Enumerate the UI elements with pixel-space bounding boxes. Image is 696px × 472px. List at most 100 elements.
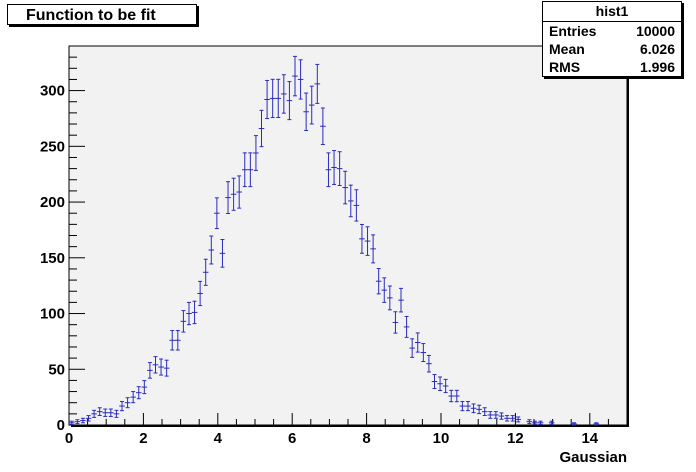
data-point bbox=[515, 416, 521, 423]
data-point bbox=[414, 332, 421, 353]
data-point bbox=[163, 359, 170, 377]
data-point bbox=[124, 397, 131, 409]
data-point bbox=[548, 420, 555, 425]
data-point bbox=[197, 280, 203, 307]
data-point bbox=[119, 400, 125, 412]
data-point bbox=[481, 407, 488, 416]
data-point bbox=[258, 109, 265, 148]
data-point bbox=[348, 184, 354, 218]
x-tick-label: 0 bbox=[65, 430, 73, 447]
data-point bbox=[202, 258, 209, 286]
y-tick-label: 300 bbox=[40, 83, 65, 100]
data-point bbox=[147, 362, 153, 379]
data-point bbox=[437, 376, 443, 392]
x-tick-label: 8 bbox=[362, 430, 370, 447]
stats-value: 1.996 bbox=[639, 59, 675, 75]
data-point bbox=[398, 287, 404, 313]
data-point bbox=[465, 400, 471, 412]
data-point bbox=[141, 380, 148, 395]
data-point bbox=[102, 408, 109, 417]
data-point bbox=[470, 403, 477, 414]
stats-row-mean: Mean 6.026 bbox=[543, 40, 681, 58]
data-point bbox=[247, 152, 254, 188]
data-point bbox=[420, 343, 427, 363]
data-point bbox=[336, 151, 343, 187]
data-point bbox=[498, 412, 505, 420]
data-point bbox=[175, 330, 181, 351]
plot-frame bbox=[68, 45, 628, 426]
data-point bbox=[135, 386, 142, 400]
data-point bbox=[532, 420, 538, 425]
stats-row-entries: Entries 10000 bbox=[543, 22, 681, 40]
stats-name: hist1 bbox=[543, 2, 681, 22]
data-point bbox=[269, 78, 276, 118]
data-point bbox=[113, 409, 120, 418]
data-point bbox=[353, 189, 360, 222]
y-tick-label: 200 bbox=[40, 194, 65, 211]
data-point bbox=[314, 63, 321, 104]
data-point bbox=[381, 277, 388, 303]
x-tick-label: 6 bbox=[288, 430, 296, 447]
data-point bbox=[275, 78, 282, 118]
x-tick-label: 12 bbox=[507, 430, 524, 447]
stats-label: Entries bbox=[549, 23, 597, 39]
y-tick-label: 50 bbox=[48, 361, 65, 378]
data-point bbox=[364, 226, 371, 256]
data-point bbox=[214, 197, 220, 230]
data-point bbox=[593, 422, 600, 426]
stats-row-rms: RMS 1.996 bbox=[543, 58, 681, 76]
stats-value: 10000 bbox=[636, 23, 675, 39]
data-point bbox=[493, 411, 499, 419]
data-point bbox=[225, 181, 231, 215]
y-tick-label: 150 bbox=[40, 250, 65, 267]
data-point bbox=[230, 177, 237, 211]
x-tick-label: 10 bbox=[433, 430, 450, 447]
data-point bbox=[191, 300, 198, 325]
data-point bbox=[509, 415, 516, 422]
data-point bbox=[308, 85, 315, 125]
stats-box: hist1 Entries 10000 Mean 6.026 RMS 1.996 bbox=[542, 1, 682, 77]
data-point bbox=[448, 389, 455, 403]
data-point bbox=[320, 107, 326, 146]
x-tick-label: 14 bbox=[581, 430, 598, 447]
data-point bbox=[130, 391, 136, 404]
data-point bbox=[219, 239, 226, 268]
data-point bbox=[158, 358, 164, 376]
data-point bbox=[526, 419, 533, 425]
data-point bbox=[387, 285, 393, 311]
y-tick-label: 250 bbox=[40, 138, 65, 155]
x-axis-label: Gaussian bbox=[559, 449, 627, 466]
data-point bbox=[169, 330, 176, 351]
data-point bbox=[504, 415, 510, 422]
stats-label: Mean bbox=[549, 41, 585, 57]
data-point bbox=[152, 356, 159, 374]
data-point bbox=[292, 55, 298, 97]
data-point bbox=[85, 415, 92, 422]
data-point bbox=[426, 354, 432, 373]
data-point bbox=[442, 378, 449, 394]
data-point bbox=[571, 422, 577, 426]
data-point bbox=[331, 150, 337, 185]
data-point bbox=[342, 170, 348, 205]
data-point bbox=[359, 223, 365, 254]
data-point bbox=[264, 79, 270, 120]
data-point bbox=[286, 81, 293, 121]
chart-title: Function to be fit bbox=[7, 4, 197, 25]
data-point bbox=[297, 59, 304, 100]
data-point bbox=[69, 420, 75, 425]
data-point bbox=[180, 310, 187, 333]
stats-label: RMS bbox=[549, 59, 581, 75]
data-point bbox=[96, 407, 103, 416]
data-point bbox=[253, 135, 259, 171]
data-point bbox=[392, 311, 399, 334]
data-point bbox=[454, 389, 460, 403]
data-point bbox=[186, 301, 192, 326]
y-tick-label: 0 bbox=[57, 417, 65, 434]
data-point bbox=[409, 338, 415, 358]
stats-value: 6.026 bbox=[639, 41, 675, 57]
data-point bbox=[236, 175, 242, 209]
data-point bbox=[375, 268, 382, 295]
data-point bbox=[476, 404, 482, 415]
data-point bbox=[208, 235, 215, 265]
